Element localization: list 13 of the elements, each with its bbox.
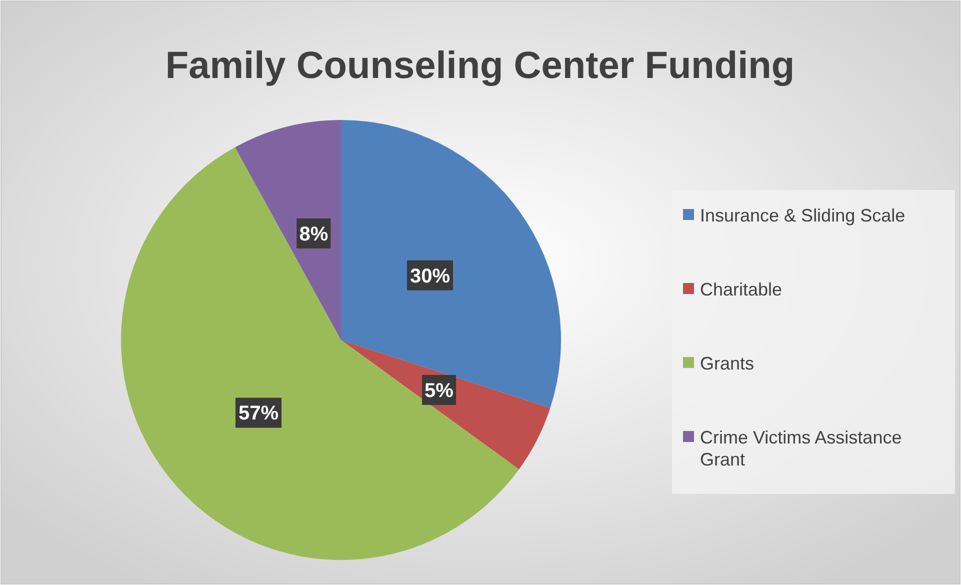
- pie-slice: [341, 120, 561, 408]
- data-label: 8%: [299, 223, 328, 246]
- pie-slice: [235, 120, 341, 340]
- data-label: 5%: [424, 380, 454, 402]
- pie-slice: [341, 340, 550, 470]
- legend-label: Charitable: [700, 279, 782, 300]
- legend-label: Crime Victims Assistance Grant: [700, 427, 902, 470]
- pie-slice: [121, 147, 519, 560]
- chart-title: Family Counseling Center Funding: [165, 45, 795, 87]
- legend-label: Insurance & Sliding Scale: [700, 205, 906, 226]
- legend-label: Grants: [700, 353, 754, 374]
- data-label: 30%: [410, 265, 450, 288]
- data-label: 57%: [238, 402, 279, 425]
